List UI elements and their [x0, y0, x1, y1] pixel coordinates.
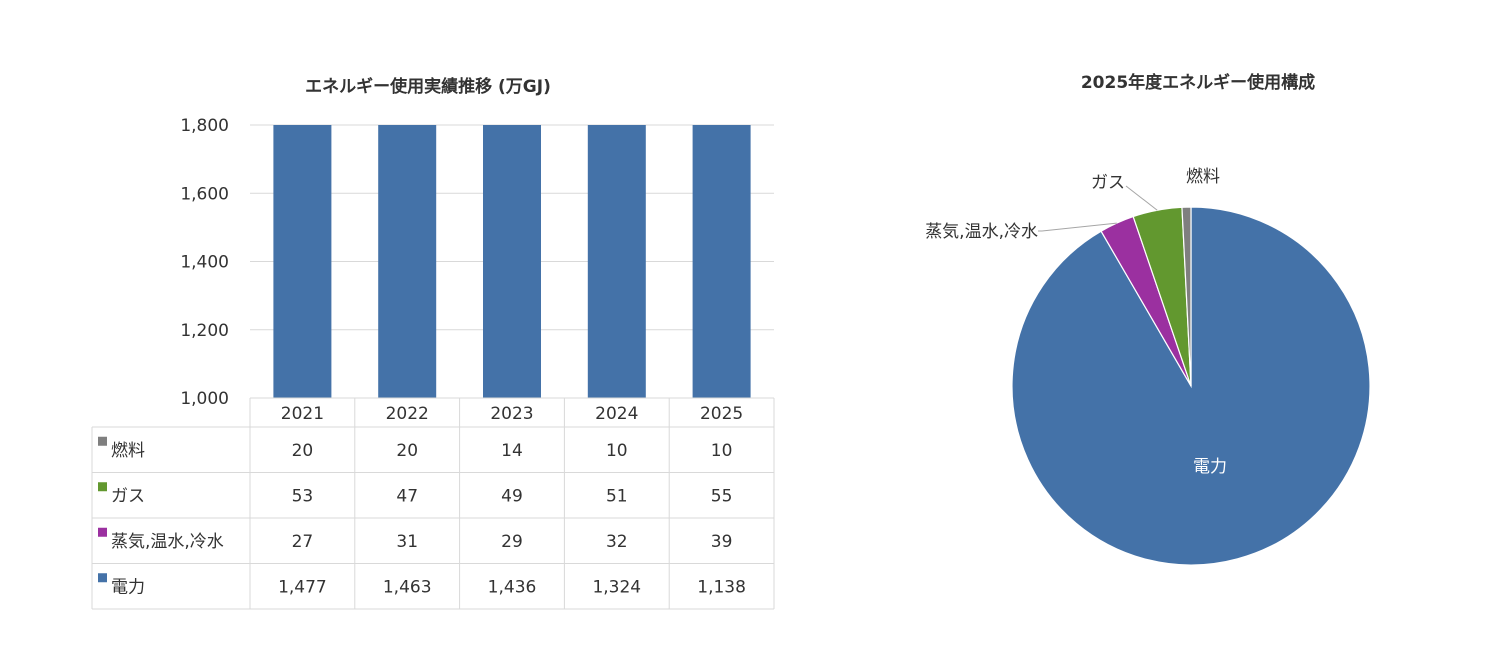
table-value: 20	[292, 441, 314, 461]
table-value: 31	[396, 532, 418, 552]
legend-label: 電力	[111, 577, 145, 597]
y-tick-label: 1,400	[180, 253, 229, 273]
table-value: 10	[711, 441, 733, 461]
bar-segment	[378, 125, 437, 398]
pie-label: ガス	[1091, 173, 1125, 193]
table-value: 1,463	[383, 577, 432, 597]
table-value: 1,324	[592, 577, 641, 597]
pie-leader-line	[1038, 222, 1117, 232]
legend-key	[98, 573, 107, 583]
x-tick-label: 2023	[490, 404, 533, 424]
legend-key	[98, 436, 107, 446]
legend-label: ガス	[111, 486, 145, 506]
legend-key	[98, 482, 107, 492]
bar-chart-title: エネルギー使用実績推移 (万GJ)	[305, 76, 551, 97]
table-value: 14	[501, 441, 523, 461]
table-value: 51	[606, 486, 628, 506]
y-tick-label: 1,000	[180, 389, 229, 409]
bar-segment	[587, 125, 646, 398]
table-value: 47	[396, 486, 418, 506]
bar-y-axis: 1,000 1,200 1,400 1,600 1,800	[180, 116, 229, 409]
table-value: 1,138	[697, 577, 746, 597]
pie-leader-line	[1125, 185, 1158, 211]
pie-labels: 電力 蒸気,温水,冷水 ガス 燃料	[925, 167, 1227, 477]
data-table: 2021 2022 2023 2024 2025 燃料 20 20 14 10 10 ガス 53 47 49…	[91, 397, 775, 610]
bar-series	[273, 125, 751, 398]
pie-slice	[1181, 206, 1192, 387]
y-tick-label: 1,800	[180, 116, 229, 136]
pie-label-electricity: 電力	[1193, 457, 1227, 477]
pie-chart-title: 2025年度エネルギー使用構成	[1081, 72, 1315, 93]
table-value: 53	[292, 486, 314, 506]
pie-slices	[1011, 206, 1371, 566]
table-value: 55	[711, 486, 733, 506]
x-tick-label: 2022	[386, 404, 429, 424]
table-value: 49	[501, 486, 523, 506]
table-value: 27	[292, 532, 314, 552]
bar-segment	[273, 125, 332, 398]
pie-label: 蒸気,温水,冷水	[925, 222, 1038, 242]
legend-key	[98, 527, 107, 537]
legend-label: 燃料	[111, 441, 145, 461]
legend-label: 蒸気,温水,冷水	[111, 532, 224, 552]
y-tick-label: 1,200	[180, 321, 229, 341]
table-value: 1,436	[488, 577, 537, 597]
pie-label: 燃料	[1186, 167, 1220, 187]
y-tick-label: 1,600	[180, 184, 229, 204]
table-value: 10	[606, 441, 628, 461]
table-value: 29	[501, 532, 523, 552]
table-value: 20	[396, 441, 418, 461]
table-value: 39	[711, 532, 733, 552]
x-tick-label: 2024	[595, 404, 638, 424]
bar-segment	[692, 125, 751, 398]
x-tick-label: 2025	[700, 404, 743, 424]
x-tick-label: 2021	[281, 404, 324, 424]
bar-segment	[483, 125, 541, 398]
table-value: 32	[606, 532, 628, 552]
table-value: 1,477	[278, 577, 327, 597]
